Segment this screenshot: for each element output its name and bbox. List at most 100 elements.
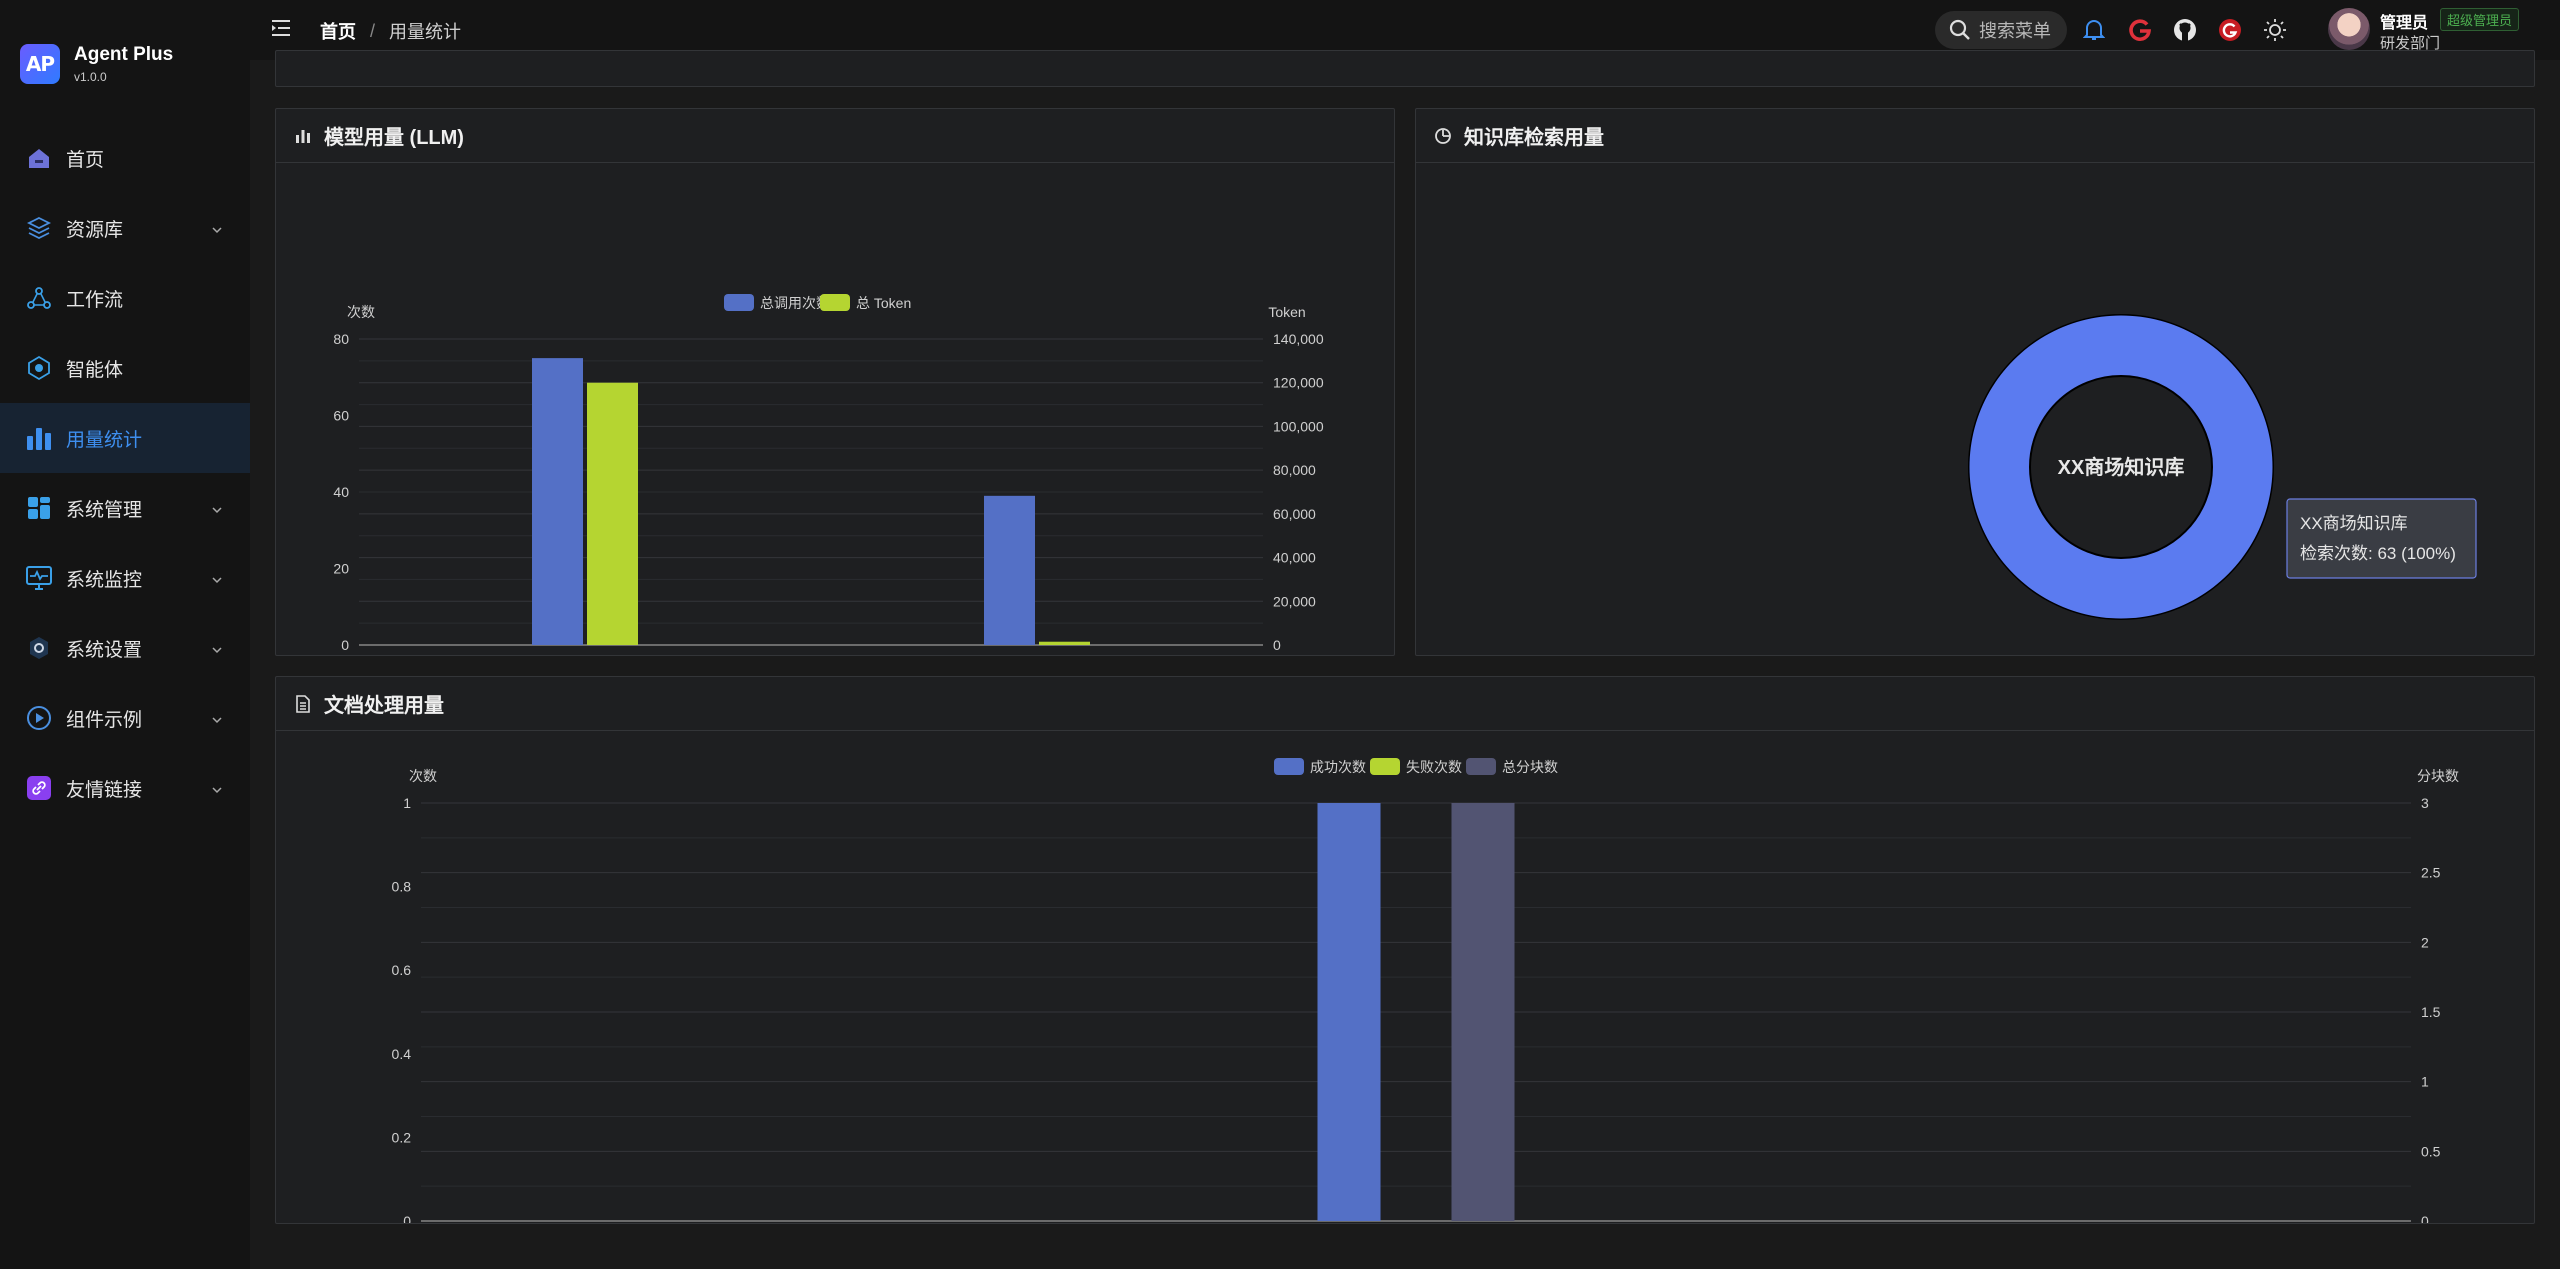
legend-swatch: [1274, 758, 1304, 775]
sidebar-item-2[interactable]: 资源库: [0, 193, 250, 263]
y2-tick-label: 80,000: [1273, 462, 1316, 478]
home-icon: [24, 143, 54, 173]
llm-usage-chart: 0 20 40 60 80 0 20,000 40,000 60,000 80,000 100,00…: [333, 294, 1324, 655]
sidebar-item-label: 资源库: [66, 219, 124, 241]
settings-icon: [24, 633, 54, 663]
y-tick-label: 80: [333, 331, 349, 347]
sidebar-item-1[interactable]: 首页: [0, 123, 250, 193]
sidebar-item-3[interactable]: 工作流: [0, 263, 250, 333]
breadcrumb: 首页 / 用量统计: [320, 18, 461, 44]
donut-slice-1: [1969, 315, 2273, 619]
pie-chart-icon: [1435, 127, 1451, 144]
logo-mark-icon: AP: [20, 44, 60, 84]
donut-hole: [2029, 375, 2213, 559]
y-tick-label: 0: [341, 637, 349, 653]
tooltip-title: XX商场知识库: [2300, 514, 2408, 533]
y2-tick-label: 1: [2421, 1074, 2429, 1090]
theme-sun-icon[interactable]: [2261, 16, 2289, 44]
menu-collapse-icon[interactable]: [270, 17, 292, 44]
sidebar-item-10[interactable]: 友情链接: [0, 753, 250, 823]
main-content: 模型用量 (LLM) 0 20 40 60 80 0 20,000 40,000 60,000 8…: [250, 50, 2560, 1269]
search-placeholder: 搜索菜单: [1979, 21, 2051, 41]
breadcrumb-current: 用量统计: [389, 22, 462, 42]
y2-tick-label: 140,000: [1273, 331, 1324, 347]
dashboard-icon: [24, 493, 54, 523]
sidebar-item-6[interactable]: 系统管理: [0, 473, 250, 543]
y2-axis-title: 分块数: [2417, 768, 2459, 784]
chevron-down-icon: [210, 221, 224, 243]
y2-tick-label: 0: [2421, 1213, 2429, 1223]
document-icon: [296, 694, 310, 713]
y-tick-label: 0.4: [392, 1046, 412, 1062]
play-icon: [24, 703, 54, 733]
user-avatar[interactable]: [2328, 8, 2370, 50]
y-tick-label: 1: [403, 795, 411, 811]
y-tick-label: 60: [333, 408, 349, 424]
monitor-icon: [24, 563, 54, 593]
y2-tick-label: 2: [2421, 934, 2429, 950]
sidebar-item-label: 系统管理: [66, 499, 143, 521]
x-tick-label: text-embedding-v4: [979, 654, 1095, 655]
y-tick-label: 20: [333, 561, 349, 577]
y2-axis-title: Token: [1268, 304, 1305, 320]
user-name[interactable]: 管理员: [2380, 15, 2429, 32]
legend-swatch: [820, 294, 850, 311]
bar-1-1: [1317, 803, 1381, 1221]
sidebar-item-5[interactable]: 用量统计: [0, 403, 250, 473]
user-role-badge: 超级管理员: [2440, 8, 2520, 31]
kb-usage-card: 知识库检索用量 XX商场知识库XX商场知识库XX商场知识库检索次数: 63 (1…: [1415, 108, 2535, 656]
doc-processing-chart: 00.20.40.60.8100.511.522.53次数分块数更新成功次数失败…: [392, 758, 2459, 1223]
breadcrumb-separator: /: [370, 20, 376, 41]
link-icon: [24, 773, 54, 803]
sidebar-item-label: 友情链接: [66, 779, 143, 801]
y2-tick-label: 3: [2421, 795, 2429, 811]
sidebar-item-label: 系统设置: [66, 639, 143, 661]
y-axis-title: 次数: [347, 304, 375, 320]
sidebar-item-8[interactable]: 系统设置: [0, 613, 250, 683]
llm-card-title: 模型用量 (LLM): [324, 127, 464, 149]
bar-chart-icon: [24, 423, 54, 453]
x-tick-label: qwen-plus: [553, 654, 617, 655]
chevron-down-icon: [210, 501, 224, 523]
sidebar-menu: 首页资源库工作流智能体 用量统计系统管理系统监控系统设置组件示例友情链接: [0, 123, 250, 823]
breadcrumb-home[interactable]: 首页: [320, 22, 356, 42]
bar-2-2: [1039, 641, 1090, 645]
legend-swatch: [1370, 758, 1400, 775]
chevron-down-icon: [210, 641, 224, 663]
gitee-circle-icon[interactable]: [2216, 16, 2244, 44]
kb-card-title: 知识库检索用量: [1464, 127, 1604, 149]
doc-processing-card: 文档处理用量 00.20.40.60.8100.511.522.53次数分块数更…: [275, 676, 2535, 1224]
sidebar-item-label: 首页: [66, 149, 105, 171]
bar-1-1: [532, 358, 583, 645]
chevron-down-icon: [210, 711, 224, 733]
bar-2-1: [587, 382, 638, 645]
sidebar-item-7[interactable]: 系统监控: [0, 543, 250, 613]
app-name: Agent Plus: [74, 44, 174, 65]
gitee-g-icon[interactable]: [2126, 16, 2154, 44]
tooltip-box: [2286, 498, 2477, 579]
chevron-down-icon: [210, 781, 224, 803]
search-menu-input[interactable]: 搜索菜单: [1935, 11, 2067, 49]
layers-icon: [24, 213, 54, 243]
y-axis-title: 次数: [409, 768, 437, 784]
agent-icon: [24, 353, 54, 383]
bar-1-2: [984, 495, 1035, 645]
bell-icon[interactable]: [2080, 16, 2108, 44]
y2-tick-label: 1.5: [2421, 1004, 2441, 1020]
search-icon: [1949, 19, 1970, 40]
user-department: 研发部门: [2380, 35, 2441, 52]
github-icon[interactable]: [2171, 16, 2199, 44]
y-tick-label: 0.8: [392, 879, 412, 895]
y2-tick-label: 40,000: [1273, 550, 1316, 566]
sidebar-item-4[interactable]: 智能体: [0, 333, 250, 403]
sidebar-item-label: 系统监控: [66, 569, 143, 591]
sidebar-item-9[interactable]: 组件示例: [0, 683, 250, 753]
sidebar-item-label: 工作流: [66, 289, 124, 311]
y-tick-label: 0: [403, 1213, 411, 1223]
legend-label: 总调用次数: [760, 295, 830, 311]
y2-tick-label: 0.5: [2421, 1143, 2441, 1159]
y-tick-label: 0.6: [392, 962, 412, 978]
sidebar-item-label: 组件示例: [66, 709, 143, 731]
app-logo[interactable]: AP Agent Plus v1.0.0: [20, 44, 173, 84]
y2-tick-label: 100,000: [1273, 418, 1324, 434]
